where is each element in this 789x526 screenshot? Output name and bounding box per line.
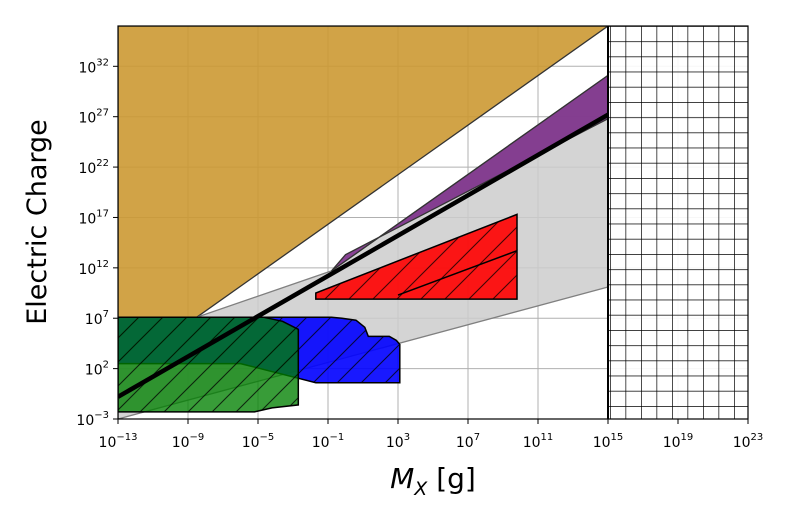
tick-marks xyxy=(113,65,749,424)
series-line xyxy=(118,112,610,399)
x-axis-title: MX [g] xyxy=(390,462,476,500)
x-tick-label-8: 1019 xyxy=(663,432,694,451)
x-tick-label-5: 107 xyxy=(456,432,480,451)
red-region-hatch xyxy=(315,213,518,300)
y-tick-label-5: 1022 xyxy=(78,158,109,177)
plot-frame xyxy=(117,25,749,420)
y-tick-label-7: 1032 xyxy=(78,57,109,76)
line-layer xyxy=(118,112,610,399)
x-tick-label-1: 10−9 xyxy=(172,432,205,451)
x-tick-label-2: 10−5 xyxy=(242,432,275,451)
green-region-hatch xyxy=(118,316,300,413)
x-tick-label-3: 10−1 xyxy=(312,432,345,451)
x-tick-labels: 10−13 10−9 10−5 10−1 103 107 1011 1015 1019 1023 xyxy=(99,432,764,451)
y-tick-label-6: 1027 xyxy=(78,108,109,127)
y-tick-label-2: 107 xyxy=(85,309,109,328)
green-region xyxy=(118,316,300,413)
y-tick-label-4: 1017 xyxy=(78,208,109,227)
crosshatch-region xyxy=(608,26,748,419)
y-tick-label-1: 102 xyxy=(85,360,109,379)
region-layer xyxy=(118,26,748,419)
gold-region-fill xyxy=(118,26,608,318)
y-axis-title: Electric Charge xyxy=(22,119,53,325)
x-tick-label-9: 1023 xyxy=(733,432,764,451)
x-tick-label-7: 1015 xyxy=(593,432,624,451)
crosshatch-region-hatch xyxy=(608,26,748,419)
x-tick-label-6: 1011 xyxy=(523,432,554,451)
y-tick-label-3: 1012 xyxy=(78,259,109,278)
y-tick-label-0: 10−3 xyxy=(76,410,109,429)
x-tick-label-4: 103 xyxy=(386,432,410,451)
red-region xyxy=(315,213,518,300)
x-tick-label-0: 10−13 xyxy=(99,432,138,451)
y-tick-labels: 10−3 102 107 1012 1017 1022 1027 1032 xyxy=(76,57,109,429)
